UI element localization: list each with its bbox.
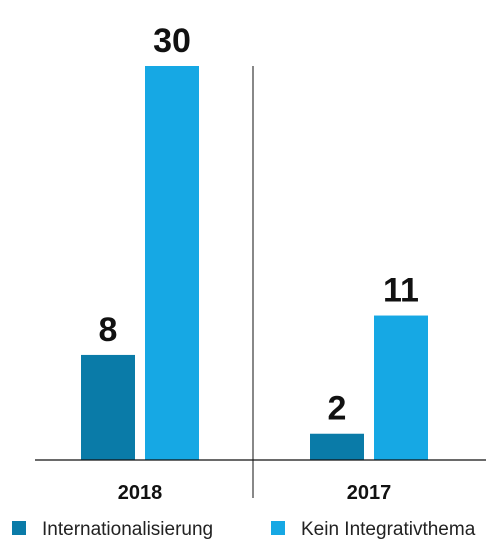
bar-2018-series-2 (145, 66, 199, 460)
bars-layer (81, 66, 428, 460)
category-label-2017: 2017 (347, 482, 392, 504)
data-label-2017-series-2: 11 (383, 272, 419, 310)
legend: Internationalisierung Kein Integrativthem… (12, 519, 476, 540)
legend-item-series-1: Internationalisierung (12, 519, 213, 540)
legend-swatch-series-2 (271, 521, 285, 535)
bar-2018-series-1 (81, 354, 135, 460)
legend-item-series-2: Kein Integrativthema (271, 519, 476, 540)
data-label-2018-series-2: 30 (153, 22, 191, 60)
bar-2017-series-1 (310, 433, 364, 460)
legend-swatch-series-1 (12, 521, 26, 535)
value-labels-layer: 8 30 2 11 (99, 22, 419, 428)
legend-label-series-2: Kein Integrativthema (301, 519, 476, 540)
category-labels-layer: 2018 2017 (118, 482, 392, 504)
legend-label-series-1: Internationalisierung (42, 519, 213, 540)
data-label-2018-series-1: 8 (99, 311, 118, 349)
bar-2017-series-2 (374, 315, 428, 460)
category-label-2018: 2018 (118, 482, 163, 504)
data-label-2017-series-1: 2 (328, 390, 347, 428)
